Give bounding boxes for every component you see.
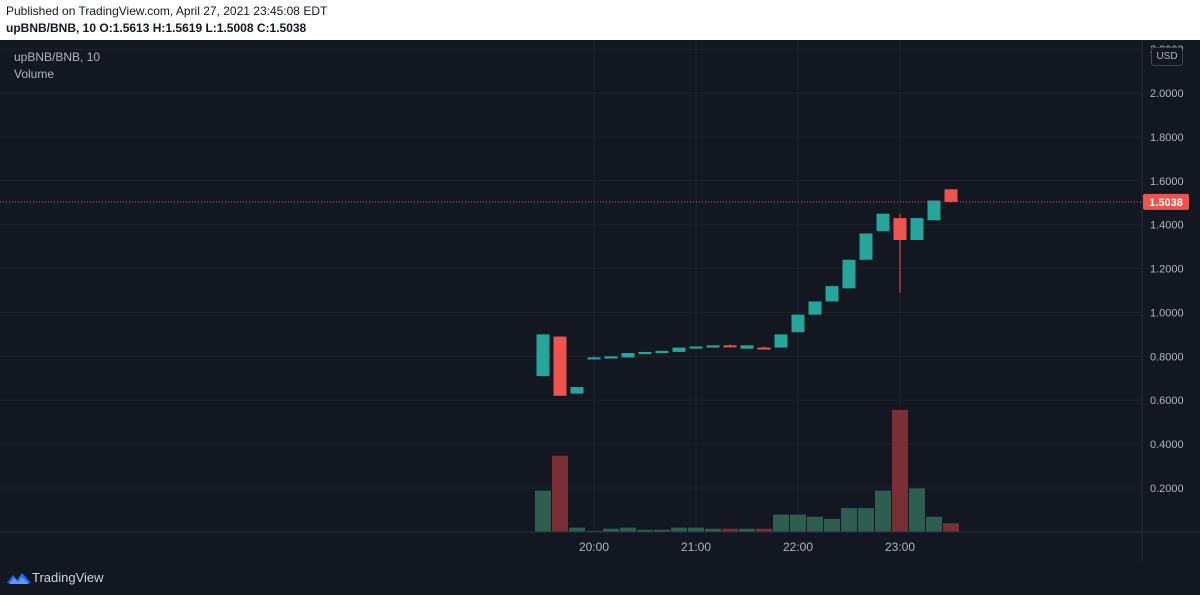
candle-body	[808, 301, 822, 315]
volume-bar	[722, 528, 738, 532]
candle-body	[587, 357, 601, 360]
volume-bar	[552, 455, 568, 532]
volume-bar	[637, 529, 653, 532]
candle-body	[910, 218, 924, 241]
candle-body	[723, 345, 737, 348]
x-tick-label: 22:00	[783, 540, 813, 554]
grid-lines	[0, 40, 1142, 532]
x-tick-label: 20:00	[579, 540, 609, 554]
volume-bars	[535, 410, 959, 532]
y-tick-label: 1.8000	[1150, 132, 1184, 144]
candles	[536, 189, 958, 396]
candle-body	[893, 218, 907, 241]
candle-body	[740, 345, 754, 349]
x-tick-label: 21:00	[681, 540, 711, 554]
y-tick-label: 0.8000	[1150, 351, 1184, 363]
candle-body	[706, 345, 720, 348]
volume-bar	[909, 488, 925, 532]
candle-body	[638, 351, 652, 355]
open-label: O:	[99, 21, 113, 35]
candle-body	[791, 314, 805, 333]
time-axis: 20:00 21:00 22:00 23:00	[579, 540, 915, 554]
candle-body	[859, 233, 873, 260]
published-text: Published on TradingView.com, April 27, …	[6, 4, 328, 18]
low-value: 1.5008	[216, 21, 254, 35]
header: Published on TradingView.com, April 27, …	[0, 0, 1200, 40]
volume-bar	[620, 527, 636, 532]
open-value: 1.5613	[112, 21, 150, 35]
legend-volume: Volume	[14, 67, 54, 81]
volume-bar	[603, 528, 619, 532]
symbol-label: upBNB/BNB, 10	[6, 21, 97, 35]
close-label: C:	[256, 21, 270, 35]
volume-bar	[943, 523, 959, 532]
y-tick-label: 1.0000	[1150, 307, 1184, 319]
footer: TradingView	[0, 561, 1200, 595]
y-tick-label: 1.4000	[1150, 220, 1184, 232]
volume-bar	[858, 508, 874, 532]
candle-body	[621, 353, 635, 358]
volume-bar	[892, 410, 908, 532]
tradingview-logo-icon	[7, 573, 31, 584]
candle-body	[757, 347, 771, 350]
candle-body	[842, 259, 856, 289]
volume-bar	[688, 527, 704, 532]
volume-bar	[671, 527, 687, 532]
ohlc-readout: upBNB/BNB, 10 O:1.5613 H:1.5619 L:1.5008…	[6, 21, 306, 35]
currency-button[interactable]: USD	[1151, 47, 1183, 66]
candle-body	[927, 200, 941, 221]
price-chart[interactable]: 0.2000 0.4000 0.6000 0.8000 1.0000 1.2000 1.40…	[0, 40, 1200, 561]
candle-body	[774, 334, 788, 348]
close-value: 1.5038	[269, 21, 307, 35]
y-tick-label: 1.2000	[1150, 264, 1184, 276]
candle-body	[536, 334, 550, 377]
volume-bar	[654, 529, 670, 532]
volume-bar	[790, 514, 806, 532]
chart-area[interactable]: 0.2000 0.4000 0.6000 0.8000 1.0000 1.2000 1.40…	[0, 40, 1200, 561]
y-tick-label: 0.6000	[1150, 395, 1184, 407]
candle-body	[553, 336, 567, 396]
volume-bar	[705, 528, 721, 532]
candle-body	[672, 347, 686, 352]
tradingview-brand[interactable]: TradingView	[32, 570, 104, 585]
volume-bar	[773, 514, 789, 532]
volume-bar	[739, 528, 755, 532]
volume-bar	[875, 490, 891, 532]
low-label: L:	[205, 21, 217, 35]
candle-body	[570, 387, 584, 394]
candle-body	[876, 213, 890, 232]
candle-body	[825, 286, 839, 302]
y-tick-label: 0.4000	[1150, 439, 1184, 451]
volume-bar	[586, 530, 602, 532]
volume-bar	[841, 508, 857, 532]
volume-bar	[824, 518, 840, 532]
y-tick-label: 0.2000	[1150, 483, 1184, 495]
candle-body	[689, 346, 703, 349]
x-tick-label: 23:00	[885, 540, 915, 554]
high-label: H:	[152, 21, 166, 35]
volume-bar	[807, 516, 823, 532]
volume-bar	[569, 527, 585, 532]
candle-body	[944, 189, 958, 202]
volume-bar	[926, 516, 942, 532]
y-tick-label: 2.0000	[1150, 88, 1184, 100]
last-price-label: 1.5038	[1149, 197, 1183, 209]
volume-bar	[535, 490, 551, 532]
legend-symbol: upBNB/BNB, 10	[14, 50, 100, 64]
high-value: 1.5619	[165, 21, 203, 35]
last-price-badge	[1143, 193, 1189, 210]
candle-body	[604, 356, 618, 359]
candle-body	[655, 350, 669, 354]
y-tick-label: 1.6000	[1150, 176, 1184, 188]
volume-bar	[756, 528, 772, 532]
